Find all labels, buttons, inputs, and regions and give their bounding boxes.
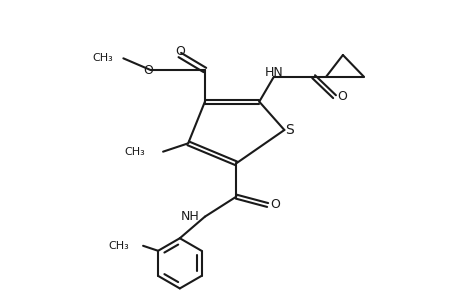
- Text: CH₃: CH₃: [108, 241, 129, 251]
- Text: HN: HN: [264, 66, 283, 79]
- Text: CH₃: CH₃: [92, 53, 113, 63]
- Text: CH₃: CH₃: [124, 147, 145, 157]
- Text: O: O: [143, 64, 153, 76]
- Text: O: O: [174, 44, 185, 58]
- Text: O: O: [270, 199, 280, 212]
- Text: NH: NH: [181, 210, 200, 223]
- Text: O: O: [337, 90, 347, 103]
- Text: S: S: [285, 123, 293, 137]
